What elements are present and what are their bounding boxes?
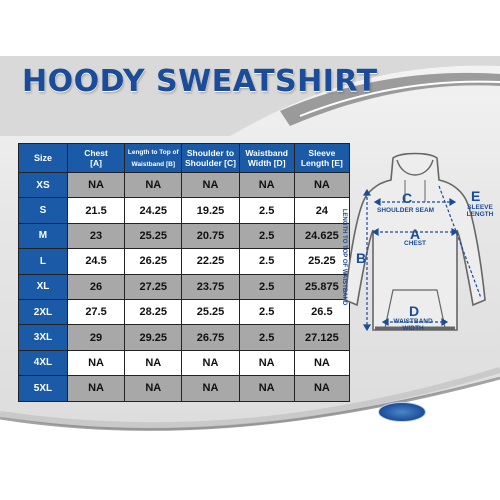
letter-d: D [409,303,420,319]
letter-a: A [410,226,421,242]
cell-shoulder: 19.25 [181,197,240,224]
cell-chest: 24.5 [66,248,126,275]
cell-length: NA [124,171,183,199]
label-length-waistband: LENGTH TO TOP OF WAISTBAND [341,208,347,306]
header-length: Length to Top of Waistband [B] [124,143,183,173]
decorative-bottom-sweep [0,367,500,443]
letter-e: E [471,188,481,204]
cell-chest: 26 [66,273,126,300]
label-waistband-width: WAISTBAND WIDTH [393,318,433,332]
cell-shoulder: NA [181,171,240,199]
cell-waistband: 2.5 [238,324,295,351]
cell-waistband: 2.5 [238,298,295,326]
hoodie-diagram [344,152,486,332]
cell-length: NA [124,349,183,377]
letter-b: B [356,250,367,266]
cell-shoulder: NA [181,375,240,402]
cell-size: XL [18,273,68,300]
cell-shoulder: 25.25 [181,298,240,326]
cell-size: 4XL [18,349,68,377]
table-row: 3XL 29 29.25 26.75 2.5 27.125 [18,324,351,351]
cell-chest: NA [66,349,126,377]
table-row: 5XL NA NA NA NA NA [18,375,351,402]
cell-shoulder: 22.25 [181,248,240,275]
cell-chest: 27.5 [66,298,126,326]
brand-logo [378,402,426,422]
cell-waistband: NA [238,171,295,199]
cell-size: L [18,248,68,275]
cell-chest: 21.5 [66,197,126,224]
cell-chest: 23 [66,222,126,250]
cell-waistband: 2.5 [238,222,295,250]
cell-waistband: 2.5 [238,197,295,224]
cell-sleeve: NA [293,375,351,402]
table-row: 4XL NA NA NA NA NA [18,349,351,377]
cell-shoulder: 26.75 [181,324,240,351]
cell-waistband: NA [238,375,295,402]
size-table: Size Chest [A] Length to Top of Waistband … [18,143,351,402]
label-chest: CHEST [404,240,427,247]
cell-length: 25.25 [124,222,183,250]
page-title: HOODY SWEATSHIRT [22,64,378,99]
cell-sleeve: NA [293,349,351,377]
cell-length: 28.25 [124,298,183,326]
table-row: 2XL 27.5 28.25 25.25 2.5 26.5 [18,298,351,326]
cell-length: 24.25 [124,197,183,224]
letter-c: C [402,190,413,206]
table-row: L 24.5 26.25 22.25 2.5 25.25 [18,248,351,275]
cell-waistband: 2.5 [238,273,295,300]
cell-size: 3XL [18,324,68,351]
header-sleeve: Sleeve Length [E] [293,143,351,173]
cell-size: 2XL [18,298,68,326]
cell-length: 27.25 [124,273,183,300]
cell-shoulder: 23.75 [181,273,240,300]
table-row: S 21.5 24.25 19.25 2.5 24 [18,197,351,224]
header-shoulder: Shoulder to Shoulder [C] [181,143,240,173]
cell-shoulder: 20.75 [181,222,240,250]
cell-size: S [18,197,68,224]
cell-chest: 29 [66,324,126,351]
cell-chest: NA [66,171,126,199]
cell-sleeve: 27.125 [293,324,351,351]
table-row: XL 26 27.25 23.75 2.5 25.875 [18,273,351,300]
cell-sleeve: 25.875 [293,273,351,300]
cell-size: XS [18,171,68,199]
cell-chest: NA [66,375,126,402]
label-sleeve-length: SLEEVE LENGTH [466,204,494,218]
cell-length: 29.25 [124,324,183,351]
cell-waistband: 2.5 [238,248,295,275]
cell-size: 5XL [18,375,68,402]
cell-length: NA [124,375,183,402]
table-header-row: Size Chest [A] Length to Top of Waistband … [18,143,351,173]
cell-size: M [18,222,68,250]
header-chest: Chest [A] [66,143,126,173]
label-shoulder-seam: SHOULDER SEAM [377,207,435,214]
header-waistband: Waistband Width [D] [238,143,295,173]
header-size: Size [18,143,68,173]
cell-sleeve: NA [293,171,351,199]
cell-shoulder: NA [181,349,240,377]
cell-waistband: NA [238,349,295,377]
cell-length: 26.25 [124,248,183,275]
table-row: M 23 25.25 20.75 2.5 24.625 [18,222,351,250]
table-row: XS NA NA NA NA NA [18,171,351,199]
decorative-top-sweep [0,56,500,136]
